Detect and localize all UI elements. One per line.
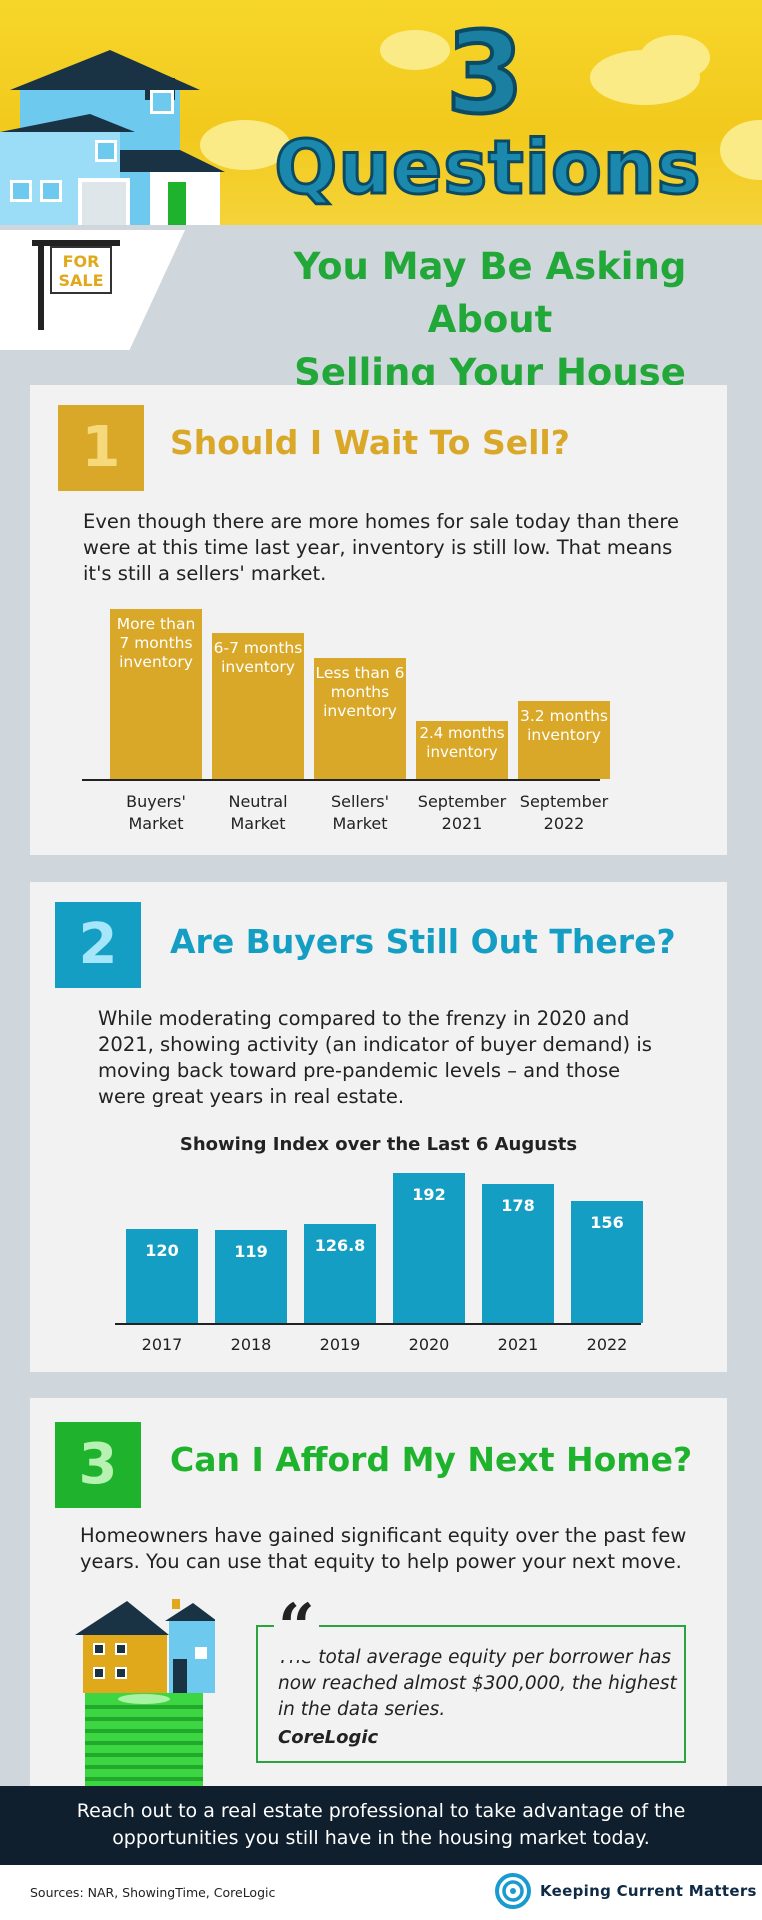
chart-2-year-label: 2021 xyxy=(497,1335,539,1354)
kcm-swirl-icon xyxy=(495,1873,531,1909)
header-number: 3 xyxy=(444,9,526,139)
chart-1-category-label: September 2022 xyxy=(519,792,609,833)
section-3-body: Homeowners have gained significant equit… xyxy=(80,1524,687,1573)
chart-2-year-label: 2018 xyxy=(230,1335,272,1354)
chart-1-category-label: Neutral Market xyxy=(228,792,288,833)
quote-mark-icon: “ xyxy=(274,1596,319,1660)
section-2-body: While moderating compared to the frenzy … xyxy=(98,1007,652,1108)
chart-2-bar: 126.8 xyxy=(304,1224,376,1323)
section-3-title: Can I Afford My Next Home? xyxy=(170,1440,693,1479)
chart-2-bar: 120 xyxy=(126,1229,198,1323)
house-illustration xyxy=(0,50,225,225)
quote-text: The total average equity per borrower ha… xyxy=(278,1647,677,1720)
chart-1-axis-line xyxy=(82,779,600,781)
for-sale-sign: FOR SALE xyxy=(50,246,112,294)
section-1-number: 1 xyxy=(58,405,144,491)
cloud-shape xyxy=(200,120,290,170)
cloud-shape xyxy=(640,35,710,80)
chart-2-bar: 178 xyxy=(482,1184,554,1323)
chart-2-year-label: 2019 xyxy=(319,1335,361,1354)
header-banner xyxy=(0,0,762,225)
chart-1-category-label: September 2021 xyxy=(417,792,507,833)
cta-text: Reach out to a real estate professional … xyxy=(76,1800,686,1849)
cloud-shape xyxy=(380,30,450,70)
sign-bar xyxy=(32,240,120,246)
chart-2-axis-line xyxy=(115,1323,641,1325)
sign-post xyxy=(38,240,44,330)
cloud-shape xyxy=(720,120,762,180)
chart-2-year-label: 2017 xyxy=(141,1335,183,1354)
chart-2-bar: 156 xyxy=(571,1201,643,1323)
brand-name: Keeping Current Matters xyxy=(540,1882,757,1900)
chart-2-title: Showing Index over the Last 6 Augusts xyxy=(179,1134,578,1155)
section-1-title: Should I Wait To Sell? xyxy=(170,423,570,462)
footer: Sources: NAR, ShowingTime, CoreLogic Kee… xyxy=(0,1865,762,1920)
house-money-icon xyxy=(75,1599,215,1788)
quote-source: CoreLogic xyxy=(278,1727,379,1748)
section-2-card: 2 Are Buyers Still Out There? While mode… xyxy=(30,882,727,1372)
section-3-number: 3 xyxy=(55,1422,141,1508)
sources-text: Sources: NAR, ShowingTime, CoreLogic xyxy=(30,1885,276,1900)
chart-2-year-label: 2020 xyxy=(408,1335,450,1354)
subtitle-line-1: You May Be Asking About xyxy=(293,245,687,341)
section-2-title: Are Buyers Still Out There? xyxy=(170,922,676,961)
quote-box: The total average equity per borrower ha… xyxy=(256,1625,686,1763)
section-1-card: 1 Should I Wait To Sell? Even though the… xyxy=(30,385,727,855)
chart-1-bar: 6-7 months inventory xyxy=(212,633,304,779)
chart-2-bar: 119 xyxy=(215,1230,287,1323)
header-title: Questions xyxy=(273,125,702,211)
chart-1-bar: 2.4 months inventory xyxy=(416,721,508,779)
chart-1-bar: Less than 6 months inventory xyxy=(314,658,406,779)
chart-1-category-label: Buyers' Market xyxy=(126,792,186,833)
section-2-number: 2 xyxy=(55,902,141,988)
chart-2-bar: 192 xyxy=(393,1173,465,1323)
call-to-action-banner: Reach out to a real estate professional … xyxy=(0,1786,762,1865)
chart-1-category-label: Sellers' Market xyxy=(330,792,390,833)
chart-1-bar: 3.2 months inventory xyxy=(518,701,610,779)
chart-2-year-label: 2022 xyxy=(586,1335,628,1354)
section-1-body: Even though there are more homes for sal… xyxy=(83,510,679,585)
chart-1-bar: More than 7 months inventory xyxy=(110,609,202,779)
sign-line-2: SALE xyxy=(58,271,104,290)
sign-line-1: FOR xyxy=(62,252,100,271)
section-3-card: 3 Can I Afford My Next Home? Homeowners … xyxy=(30,1398,727,1788)
